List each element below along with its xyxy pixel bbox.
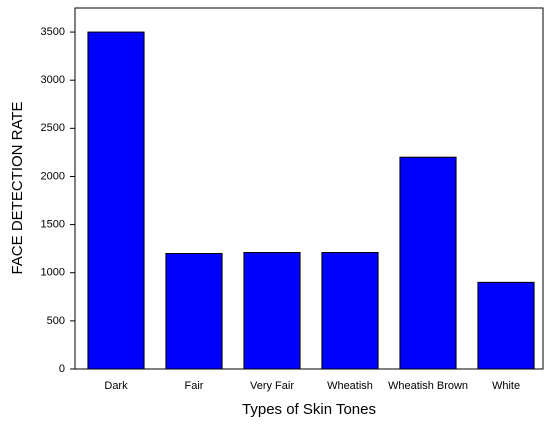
x-axis-title: Types of Skin Tones xyxy=(242,401,376,418)
bar xyxy=(399,156,457,370)
x-tick-label: Wheatish xyxy=(327,380,373,392)
bar xyxy=(321,252,379,370)
bar xyxy=(87,31,145,370)
y-tick-label: 500 xyxy=(47,315,65,327)
bar xyxy=(477,281,535,370)
bar xyxy=(165,252,223,370)
y-tick-label: 2000 xyxy=(41,170,65,182)
x-tick-label: White xyxy=(492,380,520,392)
y-tick-label: 1500 xyxy=(41,219,65,231)
y-tick-label: 0 xyxy=(59,363,65,375)
y-tick-label: 3500 xyxy=(41,26,65,38)
plot-frame xyxy=(74,7,544,370)
x-tick-label: Fair xyxy=(185,380,204,392)
x-tick-label: Dark xyxy=(104,380,128,392)
bar xyxy=(243,252,301,370)
x-tick-label: Very Fair xyxy=(250,380,294,392)
y-tick-label: 3000 xyxy=(41,74,65,86)
y-axis-title: FACE DETECTION RATE xyxy=(9,101,26,274)
y-tick-label: 2500 xyxy=(41,122,65,134)
y-tick-label: 1000 xyxy=(41,267,65,279)
x-tick-label: Wheatish Brown xyxy=(388,380,468,392)
